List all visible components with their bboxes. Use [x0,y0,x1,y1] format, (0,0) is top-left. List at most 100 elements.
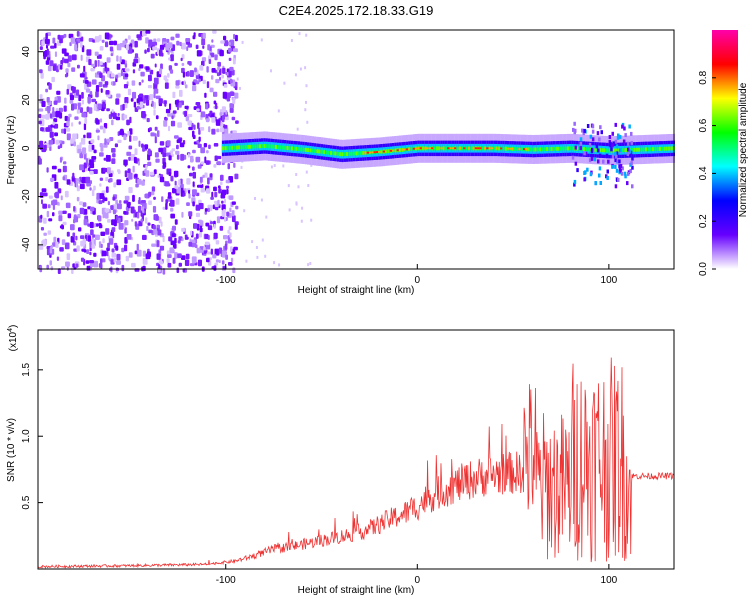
ridge-peak [449,147,452,150]
noise-cell [131,218,134,222]
turbulence-cell [624,133,627,138]
noise-cell [160,221,163,227]
noise-cell [78,227,82,232]
noise-cell [120,69,123,77]
noise-cell [46,97,50,103]
noise-cell [140,211,143,217]
ridge-core [355,151,358,156]
noise-cell [102,238,105,244]
noise-cell [137,161,140,166]
ridge-peak [405,148,409,151]
noise-cell [128,156,131,161]
noise-cell [282,164,285,168]
ridge-peak [415,147,418,150]
noise-cell [156,240,160,247]
noise-cell [177,122,182,128]
noise-cell [95,90,99,98]
noise-cell [51,111,56,118]
noise-cell [198,219,202,223]
noise-cell [55,241,59,248]
noise-cell [121,247,125,253]
ridge-core [421,146,425,151]
snr-multiplier: (x104) [7,325,19,352]
noise-cell [233,33,236,40]
noise-cell [153,38,157,43]
ridge-core [352,151,356,156]
ridge-peak [523,148,526,151]
noise-cell [168,65,173,71]
noise-cell [83,123,87,131]
noise-cell [111,73,115,78]
turbulence-cell [621,124,624,129]
noise-cell [156,38,161,42]
spectrogram-xtick-label: -100 [216,275,236,286]
noise-cell [233,162,236,168]
turbulence-cell [579,146,582,151]
noise-cell [183,80,186,86]
noise-cell [278,263,281,267]
noise-cell [234,173,239,180]
noise-cell [200,249,203,253]
noise-cell [145,217,148,224]
noise-cell [195,156,201,163]
snr-series-line [38,357,674,569]
noise-cell [105,41,109,48]
turbulence-cell [631,156,634,161]
noise-cell [107,219,111,223]
noise-cell [55,191,59,199]
ridge-core [587,147,590,152]
ridge-core [288,146,292,151]
ridge-core [387,149,390,154]
noise-cell [84,118,88,124]
ridge-core [617,148,620,153]
noise-cell [80,107,83,113]
noise-cell [188,126,193,131]
turbulence-cell [631,165,634,170]
noise-cell [75,180,78,188]
ridge-core [555,146,558,151]
ridge-core [357,151,360,156]
turbulence-cell [614,139,618,144]
ridge-core [534,147,537,152]
noise-cell [149,69,154,75]
noise-cell [71,54,77,61]
noise-cell [101,258,106,263]
noise-cell [80,54,83,61]
noise-cell [67,84,72,90]
noise-cell [199,232,202,238]
ridge-core [654,147,657,151]
noise-cell [224,216,227,222]
noise-cell [146,118,150,123]
noise-cell [223,235,228,240]
noise-cell [273,164,276,167]
noise-cell [206,251,212,255]
noise-cell [153,169,157,175]
noise-cell [127,204,131,209]
noise-cell [97,59,100,67]
noise-cell [211,117,216,123]
noise-cell [43,217,47,224]
noise-cell [153,91,156,99]
noise-cell [91,189,95,197]
noise-cell [147,222,151,226]
noise-cell [298,32,301,36]
turbulence-cell [600,130,603,135]
noise-cell [93,260,98,268]
noise-cell [104,32,110,40]
noise-cell [73,206,76,212]
noise-cell [222,91,227,99]
noise-cell [128,252,133,258]
noise-cell [213,143,219,147]
ridge-core [336,151,340,156]
noise-cell [195,81,200,85]
noise-cell [95,119,100,125]
ridge-core [456,146,459,151]
noise-cell [199,65,204,71]
noise-cell [152,41,157,46]
noise-cell [213,91,218,97]
noise-cell [143,97,146,104]
ridge-core [385,149,388,154]
ridge-core [548,147,551,151]
noise-cell [58,215,63,222]
